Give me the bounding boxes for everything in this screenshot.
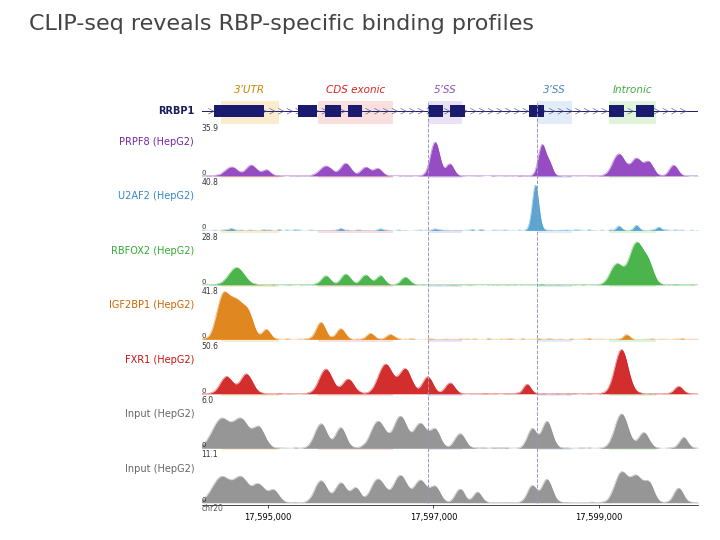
Text: 0: 0: [202, 497, 206, 503]
Text: CLIP-seq reveals RBP-specific binding profiles: CLIP-seq reveals RBP-specific binding pr…: [29, 14, 534, 33]
Text: 3’UTR: 3’UTR: [235, 85, 266, 94]
Bar: [636, 105, 654, 117]
Text: RBFOX2 (HepG2): RBFOX2 (HepG2): [111, 246, 194, 255]
Text: 6.0: 6.0: [202, 396, 214, 405]
Bar: [609, 105, 624, 117]
Text: chr20: chr20: [202, 504, 223, 513]
Text: CDS exonic: CDS exonic: [326, 85, 385, 94]
Text: 41.8: 41.8: [202, 287, 218, 296]
Text: PRPF8 (HepG2): PRPF8 (HepG2): [120, 137, 194, 147]
Bar: [299, 105, 317, 117]
Text: 28.8: 28.8: [202, 233, 218, 241]
Bar: [214, 105, 264, 117]
Text: 40.8: 40.8: [202, 178, 218, 187]
Text: 11.1: 11.1: [202, 450, 218, 460]
Text: 3’SS: 3’SS: [543, 85, 566, 94]
Text: (RPM): (RPM): [202, 133, 225, 142]
Text: 0: 0: [202, 170, 206, 176]
Text: FXR1 (HepG2): FXR1 (HepG2): [125, 355, 194, 365]
Bar: [325, 105, 341, 117]
Text: 50.6: 50.6: [202, 341, 219, 350]
Text: U2AF2 (HepG2): U2AF2 (HepG2): [118, 191, 194, 201]
Text: 0: 0: [202, 333, 206, 339]
Text: IGF2BP1 (HepG2): IGF2BP1 (HepG2): [109, 300, 194, 310]
Text: 0: 0: [202, 442, 206, 448]
Text: Input (HepG2): Input (HepG2): [125, 409, 194, 419]
Bar: [428, 105, 443, 117]
Bar: [529, 105, 544, 117]
Text: 0: 0: [202, 388, 206, 394]
Text: 0: 0: [202, 225, 206, 231]
Text: RRBP1: RRBP1: [158, 106, 194, 116]
Text: Intronic: Intronic: [613, 85, 652, 94]
Text: 5’SS: 5’SS: [433, 85, 456, 94]
Text: 35.9: 35.9: [202, 124, 219, 133]
Text: 0: 0: [202, 279, 206, 285]
Bar: [450, 105, 465, 117]
Text: Input (HepG2): Input (HepG2): [125, 463, 194, 474]
Bar: [348, 105, 362, 117]
